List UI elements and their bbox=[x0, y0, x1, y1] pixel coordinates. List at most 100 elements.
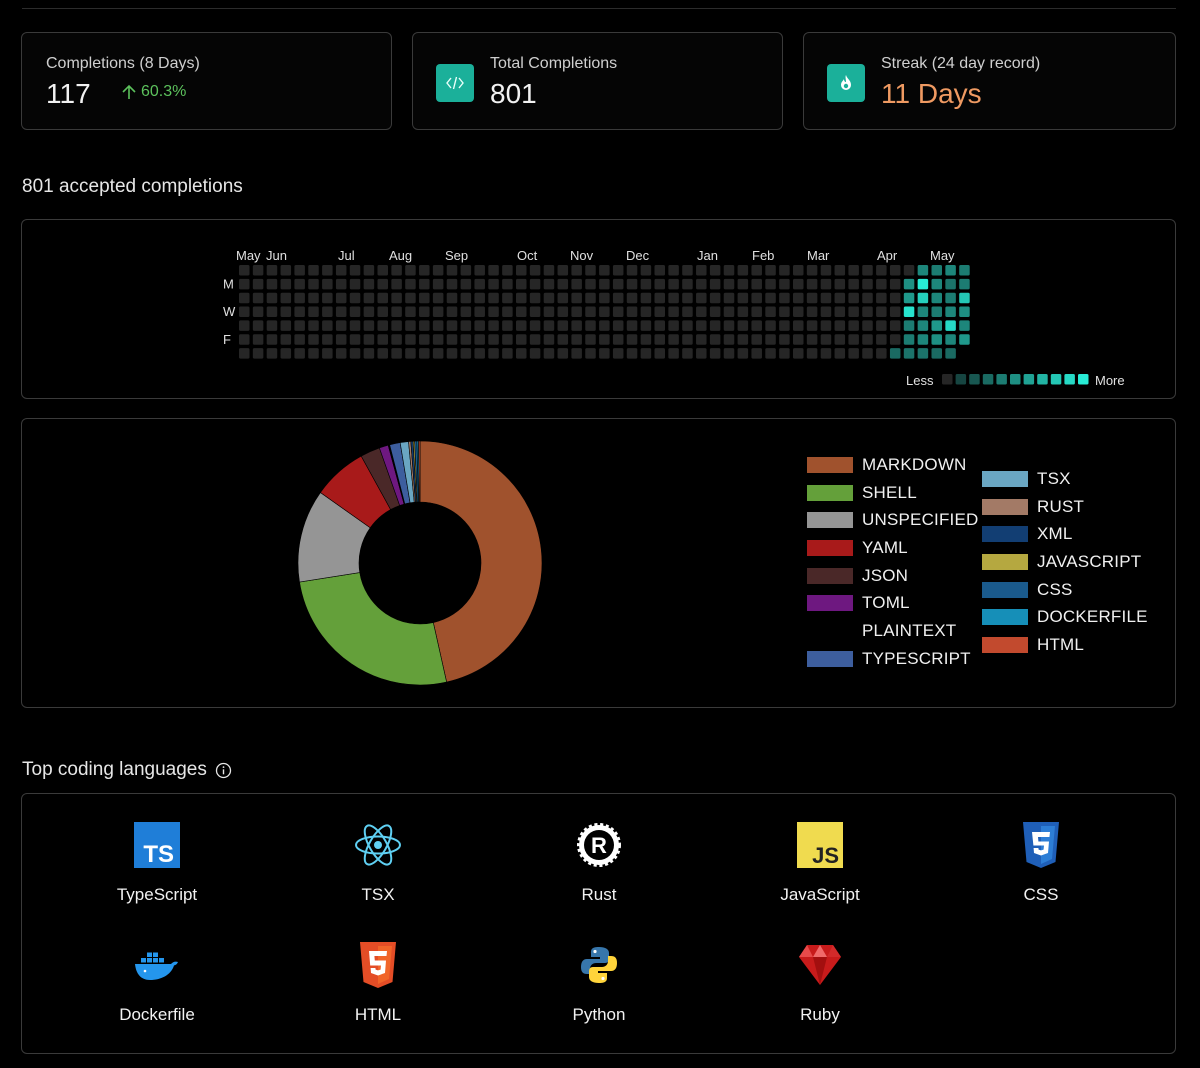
heatmap-cell[interactable] bbox=[516, 278, 527, 290]
heatmap-cell[interactable] bbox=[391, 265, 402, 276]
heatmap-cell[interactable] bbox=[599, 348, 610, 359]
heatmap-cell[interactable] bbox=[239, 320, 250, 331]
info-icon[interactable] bbox=[215, 762, 232, 779]
heatmap-cell[interactable] bbox=[446, 265, 458, 276]
heatmap-cell[interactable] bbox=[502, 306, 513, 318]
heatmap-cell[interactable] bbox=[696, 320, 707, 331]
heatmap-cell[interactable] bbox=[363, 265, 375, 276]
heatmap-cell[interactable] bbox=[709, 348, 721, 359]
heatmap-cell[interactable] bbox=[349, 334, 361, 345]
heatmap-cell[interactable] bbox=[322, 320, 333, 331]
legend-item[interactable]: JSON bbox=[807, 562, 979, 590]
language-python[interactable]: Python bbox=[509, 941, 689, 1025]
language-dockerfile[interactable]: Dockerfile bbox=[67, 941, 247, 1025]
heatmap-cell[interactable] bbox=[502, 348, 513, 359]
heatmap-cell[interactable] bbox=[723, 306, 735, 318]
heatmap-cell[interactable] bbox=[820, 265, 832, 276]
heatmap-cell[interactable] bbox=[779, 320, 790, 331]
heatmap-cell[interactable] bbox=[793, 320, 804, 331]
heatmap-cell[interactable] bbox=[502, 334, 513, 345]
heatmap-cell[interactable] bbox=[654, 265, 666, 276]
heatmap-cell[interactable] bbox=[432, 265, 444, 276]
heatmap-cell[interactable] bbox=[751, 265, 762, 276]
heatmap-cell[interactable] bbox=[252, 306, 264, 318]
heatmap-cell[interactable] bbox=[405, 334, 416, 345]
heatmap-cell[interactable] bbox=[557, 292, 569, 304]
heatmap-cell[interactable] bbox=[696, 348, 707, 359]
heatmap-cell[interactable] bbox=[876, 265, 887, 276]
heatmap-cell[interactable] bbox=[889, 334, 901, 345]
heatmap-cell[interactable] bbox=[419, 320, 430, 331]
donut-slice-shell[interactable] bbox=[299, 572, 447, 686]
heatmap-cell[interactable] bbox=[571, 292, 582, 304]
language-javascript[interactable]: JS JavaScript bbox=[730, 821, 910, 905]
heatmap-cell[interactable] bbox=[308, 320, 319, 331]
heatmap-cell[interactable] bbox=[765, 292, 776, 304]
heatmap-cell[interactable] bbox=[335, 306, 347, 318]
legend-item[interactable]: PLAINTEXT bbox=[807, 617, 979, 645]
heatmap-cell[interactable] bbox=[931, 292, 943, 304]
heatmap-cell[interactable] bbox=[488, 278, 499, 290]
heatmap-cell[interactable] bbox=[806, 278, 818, 290]
heatmap-cell[interactable] bbox=[668, 306, 679, 318]
heatmap-cell[interactable] bbox=[349, 348, 361, 359]
heatmap-cell[interactable] bbox=[405, 278, 416, 290]
heatmap-cell[interactable] bbox=[543, 278, 555, 290]
heatmap-cell[interactable] bbox=[266, 334, 278, 345]
heatmap-cell[interactable] bbox=[571, 306, 582, 318]
heatmap-cell[interactable] bbox=[959, 320, 970, 331]
heatmap-cell[interactable] bbox=[654, 334, 666, 345]
heatmap-cell[interactable] bbox=[529, 348, 541, 359]
heatmap-cell[interactable] bbox=[834, 306, 846, 318]
heatmap-cell[interactable] bbox=[723, 348, 735, 359]
heatmap-cell[interactable] bbox=[460, 320, 472, 331]
heatmap-cell[interactable] bbox=[848, 348, 859, 359]
donut-slice-markdown[interactable] bbox=[419, 440, 543, 683]
heatmap-cell[interactable] bbox=[889, 292, 901, 304]
heatmap-cell[interactable] bbox=[294, 278, 305, 290]
heatmap-cell[interactable] bbox=[820, 348, 832, 359]
heatmap-cell[interactable] bbox=[654, 278, 666, 290]
heatmap-cell[interactable] bbox=[363, 334, 375, 345]
heatmap-cell[interactable] bbox=[751, 334, 762, 345]
heatmap-cell[interactable] bbox=[599, 265, 610, 276]
heatmap-cell[interactable] bbox=[474, 306, 485, 318]
language-ruby[interactable]: Ruby bbox=[730, 941, 910, 1025]
heatmap-cell[interactable] bbox=[709, 292, 721, 304]
heatmap-cell[interactable] bbox=[502, 278, 513, 290]
heatmap-cell[interactable] bbox=[377, 292, 389, 304]
heatmap-cell[interactable] bbox=[294, 292, 305, 304]
heatmap-cell[interactable] bbox=[377, 265, 389, 276]
heatmap-cell[interactable] bbox=[294, 348, 305, 359]
legend-item[interactable]: XML bbox=[982, 520, 1148, 548]
heatmap-cell[interactable] bbox=[571, 334, 582, 345]
language-rust[interactable]: R Rust bbox=[509, 821, 689, 905]
heatmap-cell[interactable] bbox=[793, 278, 804, 290]
heatmap-cell[interactable] bbox=[349, 320, 361, 331]
heatmap-cell[interactable] bbox=[322, 278, 333, 290]
heatmap-cell[interactable] bbox=[696, 278, 707, 290]
heatmap-cell[interactable] bbox=[779, 348, 790, 359]
heatmap-cell[interactable] bbox=[654, 306, 666, 318]
heatmap-cell[interactable] bbox=[502, 292, 513, 304]
heatmap-cell[interactable] bbox=[668, 334, 679, 345]
heatmap-cell[interactable] bbox=[959, 278, 970, 290]
heatmap-cell[interactable] bbox=[945, 306, 956, 318]
heatmap-cell[interactable] bbox=[889, 320, 901, 331]
heatmap-cell[interactable] bbox=[862, 320, 873, 331]
heatmap-cell[interactable] bbox=[419, 292, 430, 304]
legend-item[interactable]: UNSPECIFIED bbox=[807, 506, 979, 534]
heatmap-cell[interactable] bbox=[599, 306, 610, 318]
heatmap-cell[interactable] bbox=[765, 306, 776, 318]
heatmap-cell[interactable] bbox=[363, 278, 375, 290]
heatmap-cell[interactable] bbox=[335, 320, 347, 331]
heatmap-cell[interactable] bbox=[252, 265, 264, 276]
heatmap-cell[interactable] bbox=[779, 306, 790, 318]
heatmap-cell[interactable] bbox=[377, 334, 389, 345]
heatmap-cell[interactable] bbox=[640, 320, 652, 331]
heatmap-cell[interactable] bbox=[751, 306, 762, 318]
heatmap-cell[interactable] bbox=[474, 334, 485, 345]
heatmap-cell[interactable] bbox=[876, 292, 887, 304]
heatmap-cell[interactable] bbox=[585, 334, 596, 345]
heatmap-cell[interactable] bbox=[931, 320, 943, 331]
